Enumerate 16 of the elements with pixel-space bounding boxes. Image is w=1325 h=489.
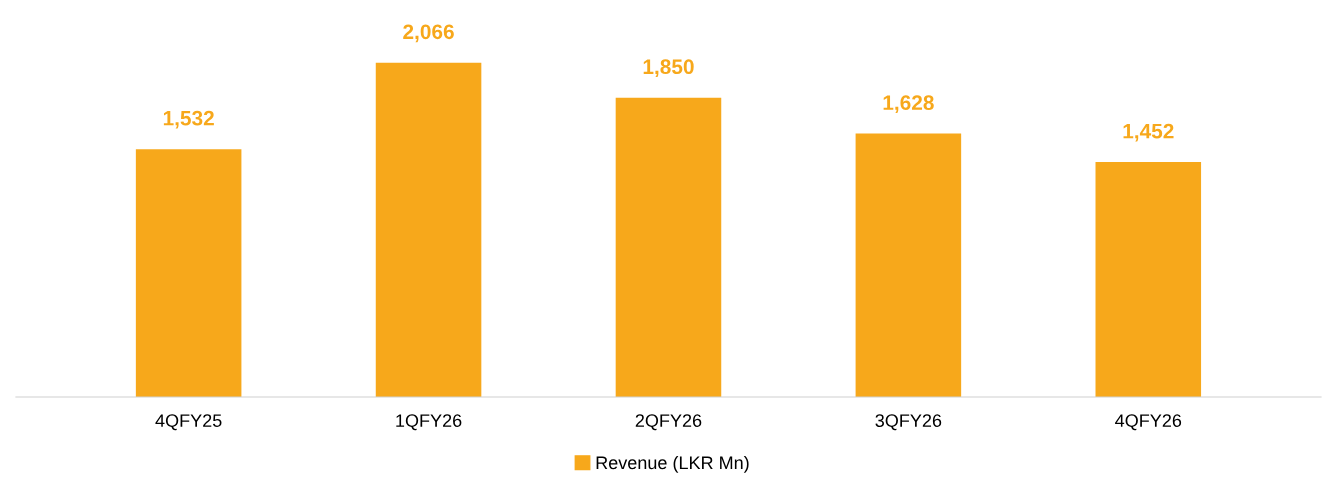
bar <box>615 97 722 398</box>
x-tick-label: 3QFY26 <box>875 414 942 431</box>
bar <box>855 133 962 398</box>
data-label: 1,452 <box>1123 123 1174 142</box>
legend-label: Revenue (LKR Mn) <box>596 455 749 473</box>
bar <box>1095 162 1202 398</box>
data-label: 2,066 <box>403 24 454 43</box>
bar <box>135 149 242 398</box>
x-tick-label: 4QFY25 <box>155 414 222 431</box>
data-label: 1,628 <box>883 95 934 114</box>
bar <box>375 62 482 398</box>
x-tick-label: 2QFY26 <box>635 414 702 431</box>
x-tick-label: 1QFY26 <box>396 414 462 431</box>
data-label: 1,850 <box>643 59 694 78</box>
data-label: 1,532 <box>163 110 214 129</box>
x-tick-label: 4QFY26 <box>1115 414 1182 431</box>
